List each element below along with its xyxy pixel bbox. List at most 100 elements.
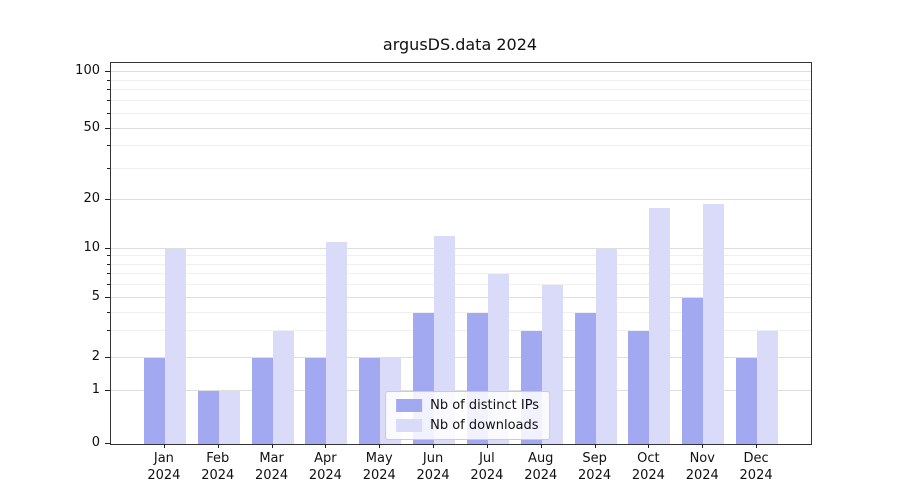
x-tick-mark xyxy=(756,443,758,448)
x-tick-year: 2024 xyxy=(685,468,719,483)
x-tick-label: Jun 2024 xyxy=(393,450,473,484)
bar-nb-of-downloads-apr xyxy=(326,242,348,444)
x-tick-label: Jan 2024 xyxy=(124,450,204,484)
y-tick-label: 10 xyxy=(83,239,100,255)
y-minor-tick-mark xyxy=(107,273,110,275)
x-tick-year: 2024 xyxy=(631,468,665,483)
x-tick-month: May xyxy=(365,451,393,466)
x-tick-mark xyxy=(702,443,704,448)
x-tick-label: Oct 2024 xyxy=(608,450,688,484)
y-tick-label: 100 xyxy=(75,63,100,79)
y-minor-tick-mark xyxy=(107,167,110,169)
bar-nb-of-distinct-ips-apr xyxy=(305,357,327,444)
chart-title: argusDS.data 2024 xyxy=(382,35,538,54)
bar-nb-of-downloads-mar xyxy=(272,331,294,444)
x-tick-year: 2024 xyxy=(524,468,558,483)
legend-item: Nb of downloads xyxy=(396,418,539,433)
bar-nb-of-downloads-sep xyxy=(595,248,617,444)
x-tick-month: Jul xyxy=(479,451,495,466)
x-tick-label: Sep 2024 xyxy=(555,450,635,484)
bar-nb-of-distinct-ips-feb xyxy=(197,391,219,444)
x-tick-label: Aug 2024 xyxy=(501,450,581,484)
major-gridline xyxy=(111,199,811,201)
major-gridline xyxy=(111,297,811,299)
x-tick-year: 2024 xyxy=(739,468,773,483)
y-minor-tick-mark xyxy=(107,311,110,313)
x-tick-mark xyxy=(540,443,542,448)
y-tick-label: 5 xyxy=(91,289,100,305)
x-tick-mark xyxy=(271,443,273,448)
x-tick-year: 2024 xyxy=(578,468,612,483)
legend-swatch xyxy=(396,419,423,432)
minor-gridline xyxy=(111,145,811,147)
y-tick-mark xyxy=(105,297,110,299)
y-minor-tick-mark xyxy=(107,79,110,81)
x-tick-label: Dec 2024 xyxy=(716,450,796,484)
y-tick-mark xyxy=(105,247,110,249)
bar-nb-of-distinct-ips-sep xyxy=(574,312,596,444)
minor-gridline xyxy=(111,255,811,257)
y-tick-label: 0 xyxy=(91,435,100,450)
x-tick-year: 2024 xyxy=(362,468,396,483)
plot-area: Nb of distinct IPs Nb of downloads xyxy=(110,62,812,445)
major-gridline xyxy=(111,127,811,129)
major-gridline xyxy=(111,71,811,73)
x-tick-month: Feb xyxy=(206,451,230,466)
x-tick-mark xyxy=(486,443,488,448)
x-tick-label: Mar 2024 xyxy=(232,450,312,484)
major-gridline xyxy=(111,247,811,249)
minor-gridline xyxy=(111,89,811,91)
minor-gridline xyxy=(111,330,811,332)
bar-nb-of-distinct-ips-mar xyxy=(251,357,273,444)
bar-nb-of-downloads-feb xyxy=(218,391,240,444)
x-tick-month: Aug xyxy=(528,451,554,466)
x-tick-label: Jul 2024 xyxy=(447,450,527,484)
x-tick-month: Apr xyxy=(314,451,337,466)
legend-item: Nb of distinct IPs xyxy=(396,398,539,413)
x-tick-label: Feb 2024 xyxy=(178,450,258,484)
minor-gridline xyxy=(111,311,811,313)
x-tick-year: 2024 xyxy=(416,468,450,483)
x-tick-month: Nov xyxy=(689,451,715,466)
legend-label: Nb of distinct IPs xyxy=(430,398,540,413)
x-tick-mark xyxy=(163,443,165,448)
x-tick-mark xyxy=(433,443,435,448)
y-minor-tick-mark xyxy=(107,255,110,257)
y-minor-tick-mark xyxy=(107,112,110,114)
y-tick-mark xyxy=(105,356,110,358)
minor-gridline xyxy=(111,79,811,81)
x-tick-mark xyxy=(594,443,596,448)
y-minor-tick-mark xyxy=(107,100,110,102)
x-tick-month: Dec xyxy=(743,451,769,466)
y-tick-mark xyxy=(105,443,110,444)
bar-nb-of-downloads-jan xyxy=(164,248,186,444)
x-tick-month: Sep xyxy=(582,451,607,466)
y-minor-tick-mark xyxy=(107,89,110,91)
bar-nb-of-distinct-ips-dec xyxy=(736,357,758,444)
y-tick-label: 1 xyxy=(91,382,100,398)
x-tick-year: 2024 xyxy=(255,468,289,483)
x-tick-year: 2024 xyxy=(201,468,235,483)
x-tick-month: Oct xyxy=(637,451,660,466)
x-tick-label: Nov 2024 xyxy=(662,450,742,484)
legend: Nb of distinct IPs Nb of downloads xyxy=(385,391,551,440)
minor-gridline xyxy=(111,167,811,169)
x-tick-label: May 2024 xyxy=(339,450,419,484)
bar-nb-of-distinct-ips-oct xyxy=(628,331,650,444)
minor-gridline xyxy=(111,284,811,286)
bar-nb-of-distinct-ips-jan xyxy=(143,357,165,444)
x-tick-mark xyxy=(325,443,327,448)
y-minor-tick-mark xyxy=(107,145,110,147)
major-gridline xyxy=(111,390,811,392)
legend-label: Nb of downloads xyxy=(430,418,539,433)
legend-swatch xyxy=(396,399,423,412)
y-tick-mark xyxy=(105,199,110,201)
bar-nb-of-distinct-ips-nov xyxy=(682,298,704,444)
x-tick-month: Jun xyxy=(422,451,444,466)
bar-nb-of-downloads-oct xyxy=(649,207,671,444)
x-tick-year: 2024 xyxy=(308,468,342,483)
x-tick-label: Apr 2024 xyxy=(285,450,365,484)
minor-gridline xyxy=(111,100,811,102)
bar-nb-of-distinct-ips-may xyxy=(359,357,381,444)
